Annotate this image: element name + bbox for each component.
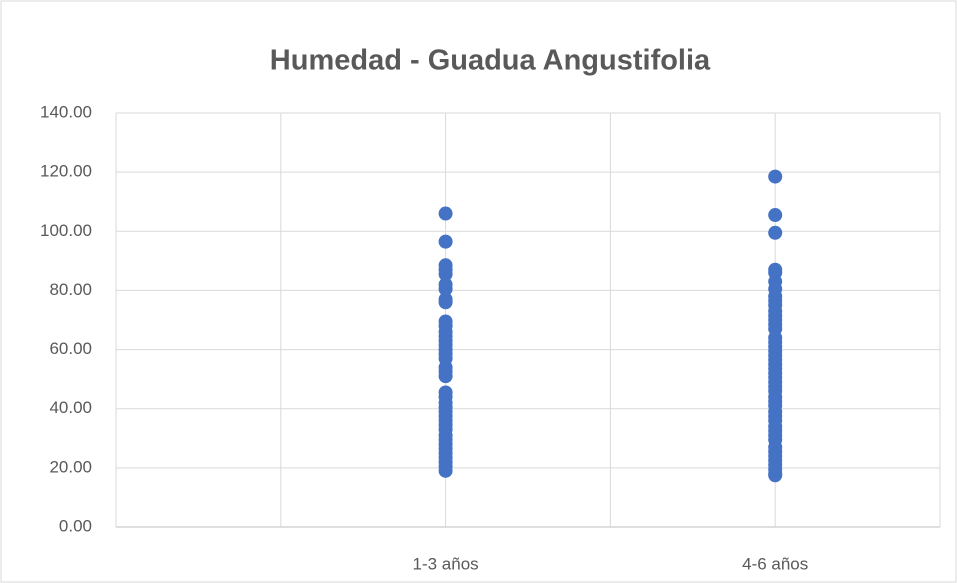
data-point (768, 225, 783, 240)
y-tick-label: 40.00 (49, 398, 92, 417)
data-point (438, 463, 453, 478)
x-tick-label: 4-6 años (742, 554, 808, 573)
y-tick-label: 100.00 (40, 221, 92, 240)
data-point (438, 369, 453, 384)
x-tick-label: 1-3 años (413, 554, 479, 573)
data-point (438, 281, 453, 296)
data-point (438, 267, 453, 282)
y-tick-label: 60.00 (49, 339, 92, 358)
y-tick-label: 0.00 (59, 516, 92, 535)
data-point (768, 169, 783, 184)
data-point (438, 234, 453, 249)
y-tick-label: 20.00 (49, 457, 92, 476)
data-point (438, 206, 453, 221)
y-tick-label: 80.00 (49, 280, 92, 299)
data-point (438, 295, 453, 310)
chart-title: Humedad - Guadua Angustifolia (270, 45, 711, 77)
data-point (768, 208, 783, 223)
y-tick-label: 140.00 (40, 102, 92, 121)
y-tick-label: 120.00 (40, 162, 92, 181)
data-point (768, 468, 783, 483)
